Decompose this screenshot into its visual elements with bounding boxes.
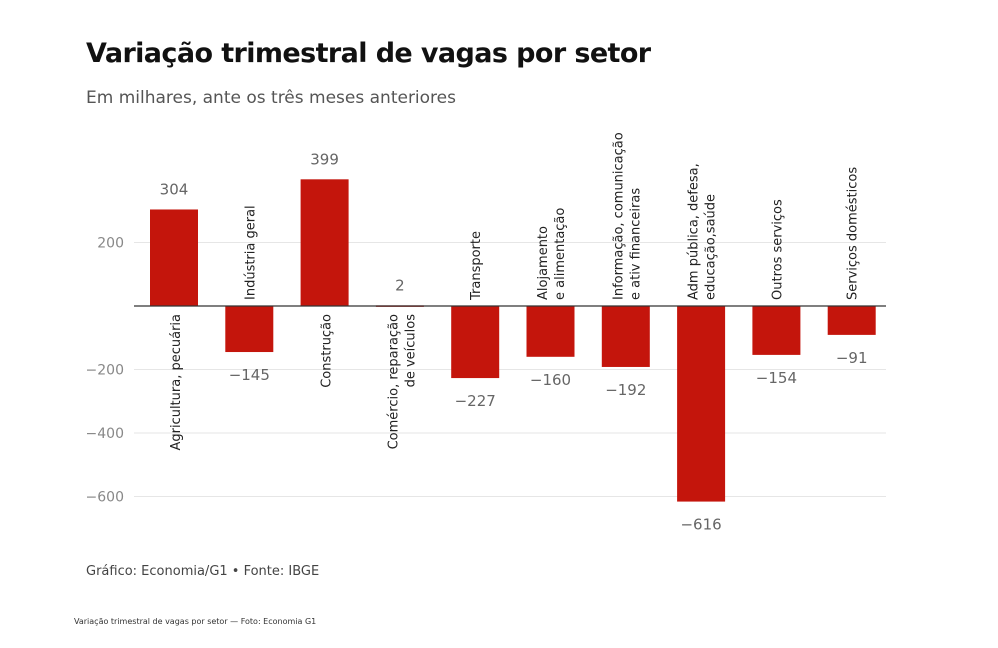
category-label: Transporte [469,231,484,301]
category-label-line: Agricultura, pecuária [169,314,184,451]
category-label-line: Construção [320,314,335,388]
data-label: 399 [310,150,339,168]
category-label: Comércio, reparação de veículos [386,314,418,450]
y-tick-label: 200 [97,236,124,252]
bar [225,306,274,353]
category-label-line: Alojamento [536,226,551,300]
data-label: −91 [836,349,868,367]
data-label: −227 [455,392,496,410]
category-label: Informação, comunicação e ativ financeira… [611,132,643,300]
chart-source: Gráfico: Economia/G1 • Fonte: IBGE [86,564,320,579]
category-label: Construção [320,314,335,388]
chart-subtitle: Em milhares, ante os três meses anterior… [86,88,456,108]
bar [752,306,801,355]
chart-title: Variação trimestral de vagas por setor [86,38,651,69]
category-label-line: educação,saúde [704,194,719,300]
category-label: Adm pública, defesa, educação,saúde [687,163,719,300]
bar [827,306,876,335]
category-label-line: e alimentação [553,208,568,300]
data-label: −160 [530,371,571,389]
bar [150,209,198,306]
bar [526,306,575,357]
category-label: Alojamento e alimentação [536,208,568,300]
photo-caption: Variação trimestral de vagas por setor —… [74,617,317,626]
data-label: −154 [756,369,797,387]
bar [677,306,726,502]
category-label: Outros serviços [770,199,785,300]
category-label: Indústria geral [243,205,258,300]
category-label-line: de veículos [403,314,418,388]
bar [300,179,349,306]
category-label-line: Informação, comunicação [611,132,626,300]
data-label: 304 [160,180,189,198]
category-label-line: Indústria geral [243,205,258,300]
data-label: 2 [395,276,405,294]
category-label-line: Serviços domésticos [846,167,861,300]
bar [601,306,650,367]
data-label: −616 [680,516,721,534]
category-label: Agricultura, pecuária [169,314,184,451]
y-tick-label: −200 [86,363,124,379]
category-label: Serviços domésticos [846,167,861,300]
category-label-line: Transporte [469,231,484,301]
y-tick-label: −600 [86,490,124,506]
category-label-line: Outros serviços [770,199,785,300]
y-tick-label: −400 [86,426,124,442]
data-label: −192 [605,381,646,399]
data-label: −145 [229,366,270,384]
bar [451,306,500,379]
category-label-line: Comércio, reparação [386,314,401,449]
category-label-line: e ativ financeiras [628,188,643,300]
category-label-line: Adm pública, defesa, [687,163,702,300]
